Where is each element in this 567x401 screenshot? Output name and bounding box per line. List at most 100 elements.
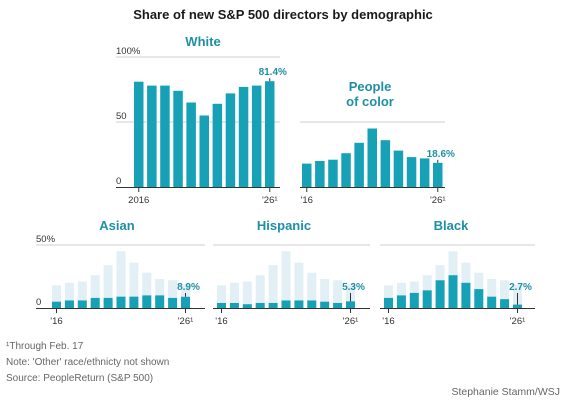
bar (346, 301, 355, 308)
bar (52, 301, 61, 308)
background-bar (487, 279, 497, 308)
bar (251, 85, 262, 187)
panel-title: Black (434, 218, 469, 233)
panel-hispanic: Hispanic '16 '26¹ 5.3% (213, 218, 370, 327)
bar (229, 302, 239, 308)
bar (384, 297, 393, 308)
bar (168, 297, 178, 308)
x-tick-label: 2016 (128, 195, 149, 206)
x-tick-label: '16 (215, 316, 227, 327)
bar (147, 85, 157, 187)
x-tick-label: '26¹ (343, 316, 359, 327)
bar (409, 292, 419, 308)
bar (116, 296, 126, 308)
bar (367, 128, 377, 187)
panel-black: Black '16 '26¹ 2.7% (380, 218, 535, 327)
bar (406, 157, 417, 187)
x-tick-label: '26¹ (510, 316, 526, 327)
credit: Stephanie Stamm/WSJ (451, 386, 560, 398)
bar (160, 85, 170, 187)
background-bar (229, 282, 239, 308)
background-bar (129, 262, 139, 308)
bar (77, 300, 87, 308)
bar (333, 302, 343, 308)
bar (328, 159, 338, 187)
background-bar (217, 285, 226, 308)
y-tick-label: 0 (116, 176, 121, 187)
bar (396, 295, 406, 308)
background-bar (168, 280, 178, 308)
bar (461, 282, 471, 308)
background-bar (77, 281, 87, 308)
bar (294, 300, 304, 308)
background-bar (155, 279, 165, 308)
bar (181, 296, 190, 308)
footnote: ¹Through Feb. 17 (6, 341, 84, 352)
bar (433, 162, 443, 187)
background-bar (103, 265, 113, 308)
bar (315, 161, 325, 187)
bar (268, 302, 278, 308)
y-tick-label: 100% (116, 46, 141, 57)
note: Note: 'Other' race/ethnicty not shown (6, 357, 169, 368)
bar (380, 140, 391, 187)
bar (474, 289, 484, 308)
bar (393, 150, 404, 187)
bar (129, 296, 139, 308)
x-tick-label: '26¹ (430, 195, 446, 206)
bar (281, 300, 291, 308)
bar (134, 81, 144, 187)
bar (302, 163, 312, 187)
bar (487, 296, 497, 308)
end-value-label: 8.9% (177, 282, 200, 293)
panel-title: Asian (99, 218, 134, 233)
end-value-label: 5.3% (342, 282, 365, 293)
end-value-label: 18.6% (427, 149, 455, 160)
background-bar (142, 272, 152, 308)
bar (217, 302, 226, 308)
bar (422, 290, 432, 308)
bar (265, 81, 275, 187)
background-bar (384, 285, 393, 308)
y-tick-label: 50 (116, 111, 127, 122)
x-tick-label: '26¹ (262, 195, 278, 206)
bar (513, 304, 522, 308)
background-bar (242, 281, 252, 308)
background-bar (52, 285, 61, 308)
background-bar (281, 251, 291, 308)
panel-title: of color (346, 94, 394, 109)
x-tick-label: '16 (50, 316, 62, 327)
chart-title: Share of new S&P 500 directors by demogr… (133, 7, 433, 22)
background-bar (268, 265, 278, 308)
bar (354, 142, 364, 187)
background-bar (255, 275, 265, 308)
bar (103, 297, 113, 308)
panel-white: White 0 50 100% 2016 '26¹ 81.4% (116, 34, 287, 206)
panel-title: Hispanic (257, 218, 311, 233)
panel-title: White (185, 34, 220, 49)
x-tick-label: '16 (382, 316, 394, 327)
bar (186, 102, 196, 187)
x-tick-label: '16 (301, 195, 313, 206)
panel-asian: Asian 0 50% '16 '26¹ 8.9% (36, 218, 205, 327)
bar (419, 158, 430, 187)
bar (448, 275, 458, 308)
bar (341, 153, 351, 187)
bar (238, 86, 249, 187)
bar (142, 295, 152, 308)
panel-title: People (349, 79, 392, 94)
background-bar (90, 275, 100, 308)
bar (212, 103, 223, 187)
bar (199, 115, 209, 187)
bar (242, 304, 252, 308)
x-tick-label: '26¹ (178, 316, 194, 327)
background-bar (333, 280, 343, 308)
bar (225, 93, 236, 187)
end-value-label: 2.7% (509, 282, 532, 293)
background-bar (116, 251, 126, 308)
end-value-label: 81.4% (259, 67, 287, 78)
bar (64, 300, 74, 308)
